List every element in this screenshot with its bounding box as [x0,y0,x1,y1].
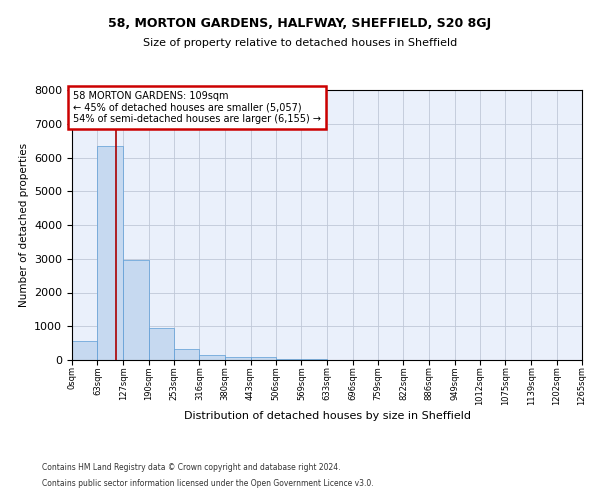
Bar [123,260,149,360]
Bar [149,328,174,360]
Bar [72,342,97,360]
Text: Contains public sector information licensed under the Open Government Licence v3: Contains public sector information licen… [42,478,374,488]
Text: Size of property relative to detached houses in Sheffield: Size of property relative to detached ho… [143,38,457,48]
Bar [276,359,301,360]
Y-axis label: Number of detached properties: Number of detached properties [19,143,29,307]
X-axis label: Distribution of detached houses by size in Sheffield: Distribution of detached houses by size … [184,411,470,421]
Bar [225,356,251,360]
Bar [174,349,199,360]
Text: 58, MORTON GARDENS, HALFWAY, SHEFFIELD, S20 8GJ: 58, MORTON GARDENS, HALFWAY, SHEFFIELD, … [109,18,491,30]
Bar [97,146,123,360]
Text: Contains HM Land Registry data © Crown copyright and database right 2024.: Contains HM Land Registry data © Crown c… [42,464,341,472]
Text: 58 MORTON GARDENS: 109sqm
← 45% of detached houses are smaller (5,057)
54% of se: 58 MORTON GARDENS: 109sqm ← 45% of detac… [73,90,321,124]
Bar [199,355,225,360]
Bar [251,358,276,360]
